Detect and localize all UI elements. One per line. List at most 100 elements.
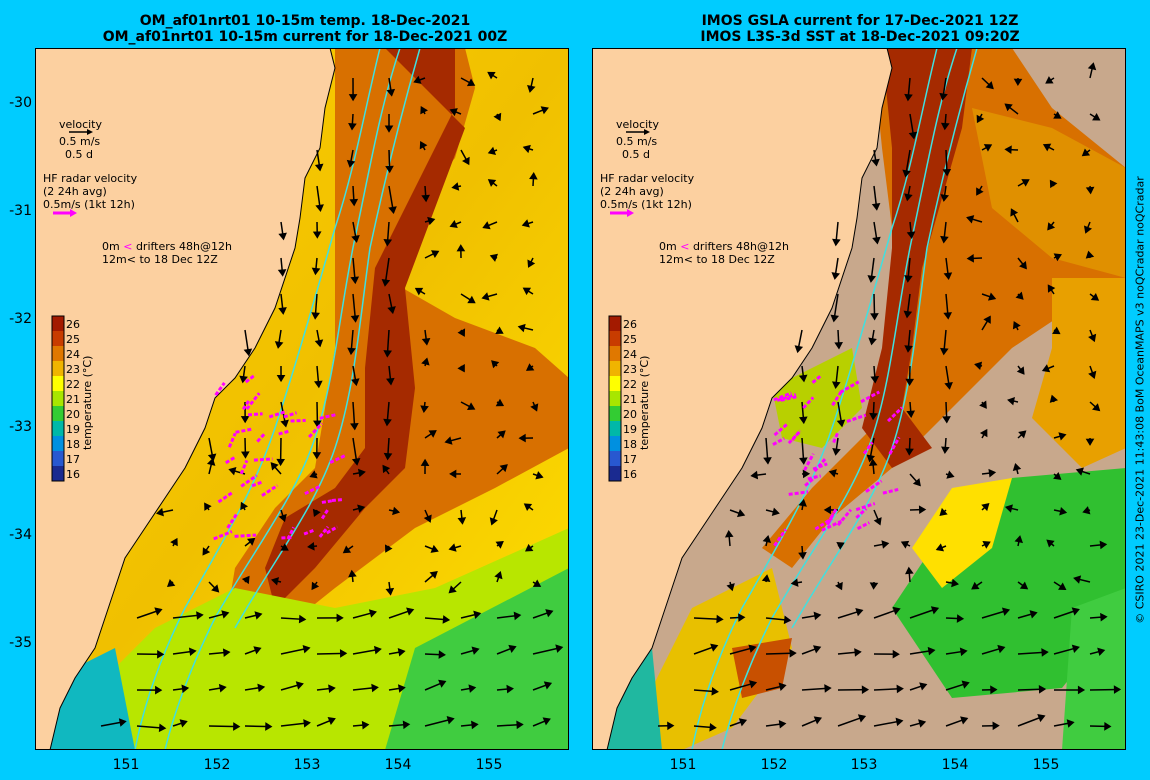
velocity-arrowhead bbox=[497, 430, 506, 439]
velocity-arrowhead bbox=[420, 106, 428, 115]
velocity-arrowhead bbox=[895, 717, 904, 727]
bathymetry-contour bbox=[234, 48, 421, 629]
colorbar-tick-label: 25 bbox=[66, 332, 80, 346]
velocity-arrowhead bbox=[271, 577, 280, 586]
velocity-arrowhead bbox=[446, 715, 455, 725]
velocity-arrowhead bbox=[312, 231, 322, 239]
velocity-arrowhead bbox=[384, 544, 393, 553]
longitude-tick-label: 155 bbox=[475, 757, 503, 773]
velocity-arrowhead bbox=[473, 610, 482, 620]
velocity-arrowhead bbox=[1085, 186, 1095, 195]
velocity-arrowhead bbox=[813, 645, 822, 654]
velocity-arrowhead bbox=[414, 287, 424, 296]
sst-patch bbox=[632, 568, 792, 750]
right-panel-title: IMOS GSLA current for 17-Dec-2021 12Z IM… bbox=[600, 13, 1120, 45]
right-map-panel: velocity 0.5 m/s 0.5 d HF radar velocity… bbox=[592, 48, 1126, 750]
cool-sst-region bbox=[1062, 588, 1126, 750]
velocity-arrowhead bbox=[1097, 647, 1106, 656]
velocity-arrowhead bbox=[748, 644, 757, 653]
colorbar-tick-label: 23 bbox=[66, 362, 80, 376]
longitude-tick-label: 153 bbox=[850, 757, 878, 773]
drifter-legend-line-1: drifters 48h@12h bbox=[135, 240, 232, 253]
velocity-arrowhead bbox=[943, 312, 952, 320]
colorbar-tick-label: 17 bbox=[66, 452, 80, 466]
drifter-track bbox=[217, 491, 233, 504]
velocity-arrowhead bbox=[1041, 364, 1051, 373]
velocity-scale-text: 0.5 m/s bbox=[616, 135, 658, 148]
velocity-arrowhead bbox=[431, 250, 440, 258]
velocity-arrowhead bbox=[667, 721, 675, 731]
velocity-arrowhead bbox=[869, 412, 878, 421]
velocity-arrowhead bbox=[421, 357, 430, 366]
velocity-arrowhead bbox=[348, 569, 357, 578]
velocity-arrowhead bbox=[971, 581, 980, 590]
velocity-arrowhead bbox=[789, 648, 797, 658]
velocity-arrowhead bbox=[939, 92, 948, 101]
colorbar-swatch bbox=[609, 391, 621, 407]
drifter-track bbox=[240, 474, 258, 488]
colorbar-tick-label: 18 bbox=[66, 437, 80, 451]
velocity-arrowhead bbox=[467, 402, 476, 411]
map-frame bbox=[592, 48, 1126, 750]
velocity-arrowhead bbox=[902, 169, 911, 178]
velocity-arrowhead bbox=[385, 587, 395, 596]
velocity-arrowhead bbox=[218, 683, 227, 693]
velocity-legend: velocity 0.5 m/s 0.5 d bbox=[59, 118, 102, 161]
velocity-arrowhead bbox=[276, 374, 286, 383]
velocity-arrowhead bbox=[495, 398, 505, 407]
latitude-tick-label: -34 bbox=[9, 527, 32, 543]
drifter-track bbox=[832, 431, 840, 444]
drifter-track bbox=[235, 427, 253, 434]
velocity-arrowhead bbox=[348, 94, 358, 102]
velocity-arrowhead bbox=[495, 326, 504, 334]
drifter-track bbox=[239, 459, 249, 475]
velocity-arrowhead bbox=[542, 717, 551, 726]
velocity-arrowhead bbox=[738, 718, 748, 727]
drifter-track bbox=[331, 498, 343, 503]
drifter-track bbox=[839, 380, 860, 394]
velocity-arrowhead bbox=[870, 313, 879, 321]
velocity-title: velocity bbox=[616, 118, 659, 131]
velocity-arrowhead bbox=[206, 457, 216, 466]
velocity-arrowhead bbox=[228, 467, 237, 476]
velocity-arrowhead bbox=[444, 436, 453, 445]
land-mass bbox=[35, 48, 336, 750]
velocity-arrowhead bbox=[535, 471, 544, 480]
velocity-arrowhead bbox=[402, 720, 411, 730]
drifter-track bbox=[234, 533, 257, 538]
velocity-arrowhead bbox=[420, 405, 429, 413]
velocity-arrowhead bbox=[979, 428, 988, 438]
drifter-track bbox=[831, 390, 843, 407]
colorbar-tick-label: 16 bbox=[623, 467, 637, 481]
drifter-track bbox=[773, 422, 789, 437]
velocity-days-text: 0.5 d bbox=[622, 148, 650, 161]
velocity-arrowhead bbox=[278, 513, 287, 523]
velocity-arrowhead bbox=[383, 452, 393, 461]
velocity-arrowhead bbox=[387, 306, 396, 315]
velocity-arrowhead bbox=[1038, 684, 1047, 694]
drifter-track bbox=[826, 512, 835, 526]
velocity-arrowhead bbox=[831, 272, 841, 280]
velocity-arrowhead bbox=[487, 146, 497, 155]
colorbar-swatch bbox=[52, 346, 64, 362]
velocity-arrowhead bbox=[1100, 612, 1108, 622]
velocity-arrowhead bbox=[421, 337, 431, 346]
velocity-arrowhead bbox=[868, 337, 877, 346]
velocity-arrowhead bbox=[170, 537, 178, 547]
velocity-arrowhead bbox=[518, 433, 526, 443]
velocity-arrowhead bbox=[202, 547, 211, 556]
velocity-arrowhead bbox=[438, 679, 447, 688]
velocity-arrowhead bbox=[946, 470, 955, 479]
colorbar-swatch bbox=[609, 451, 621, 467]
drifter-track bbox=[244, 373, 257, 384]
velocity-arrowhead bbox=[1099, 540, 1108, 550]
velocity-arrowhead bbox=[517, 323, 526, 333]
colorbar-tick-label: 20 bbox=[623, 407, 637, 421]
drifter-track bbox=[814, 517, 833, 531]
velocity-arrowhead bbox=[388, 206, 397, 215]
velocity-arrowhead bbox=[457, 328, 466, 337]
velocity-arrowhead bbox=[247, 537, 256, 546]
drifter-track bbox=[268, 409, 288, 419]
velocity-arrowhead bbox=[373, 645, 382, 655]
drifter-track bbox=[886, 406, 904, 423]
